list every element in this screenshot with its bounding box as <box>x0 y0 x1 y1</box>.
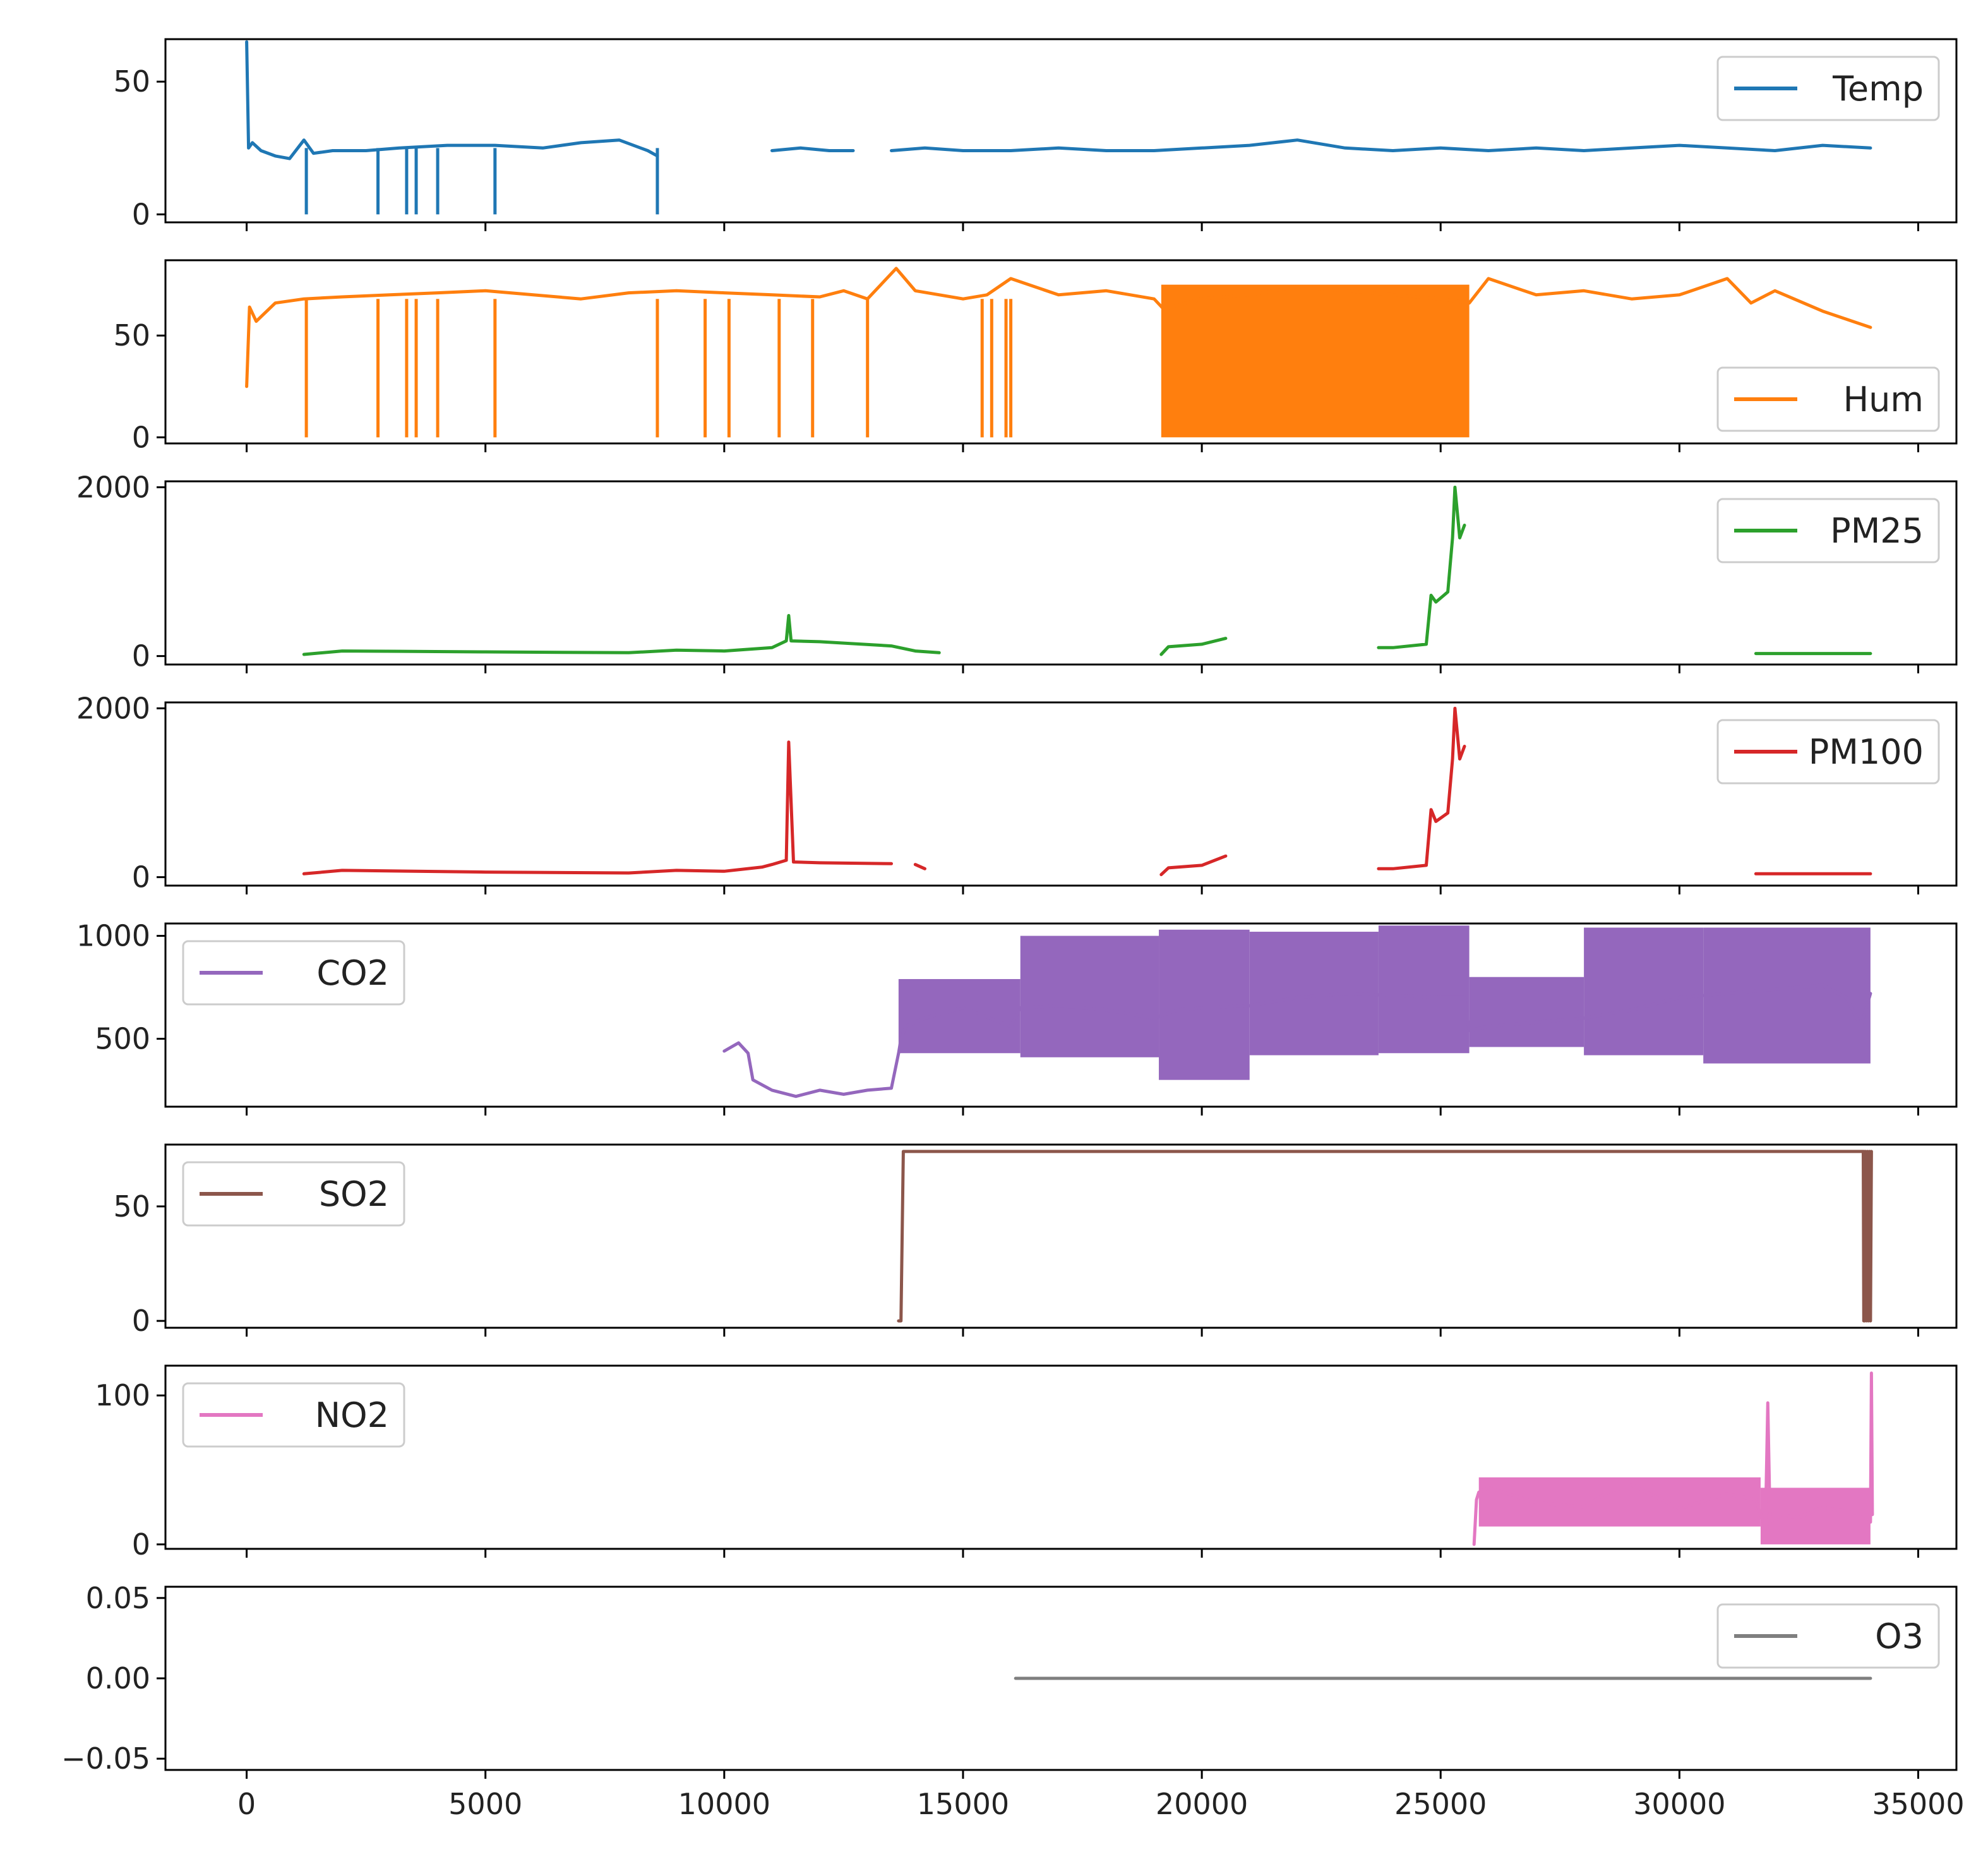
legend-label: CO2 <box>316 953 389 993</box>
legend-box <box>1716 498 1940 563</box>
co2-dense-band-2 <box>1159 929 1250 1080</box>
panel-frame-no2 <box>164 1364 1958 1550</box>
legend-box <box>182 1161 405 1227</box>
legend-box <box>1716 1603 1940 1669</box>
panel-no2: 0 100 NO2 <box>95 1364 1958 1561</box>
so2-line-segment-0 <box>897 1150 1873 1323</box>
plot-area-co2 <box>722 925 1872 1098</box>
pm100-line-segment-2 <box>1159 854 1228 877</box>
panel-frame-temp <box>164 38 1958 224</box>
panel-so2: 0 50 SO2 <box>113 1143 1958 1338</box>
co2-line-segment-0 <box>722 1006 1022 1098</box>
co2-dense-band-6 <box>1584 927 1704 1056</box>
legend-box <box>182 1382 405 1448</box>
legend-box <box>1716 366 1940 432</box>
panel-frame-co2 <box>164 922 1958 1108</box>
co2-line-segment-1 <box>1019 984 1872 1032</box>
plot-area-pm25 <box>302 485 1872 656</box>
legend-label: PM25 <box>1830 511 1924 551</box>
plot-area-no2 <box>1472 1371 1874 1546</box>
no2-y-tick-label: 0 <box>132 1527 150 1561</box>
co2-y-tick-label: 500 <box>95 1021 150 1056</box>
legend-box <box>182 940 405 1006</box>
panel-hum: 0 50 Hum <box>113 259 1958 454</box>
legend-label: SO2 <box>319 1174 389 1214</box>
o3-y-tick-label: 0.05 <box>86 1581 150 1615</box>
legend-o3: O3 <box>1716 1603 1940 1669</box>
panel-frame-so2 <box>164 1143 1958 1329</box>
legend-label: Temp <box>1832 69 1924 109</box>
x-tick-label: 15000 <box>917 1787 1009 1821</box>
pm100-y-tick-label: 0 <box>132 860 150 894</box>
pm25-line-segment-2 <box>1377 485 1466 649</box>
pm100-line-segment-3 <box>1377 706 1466 870</box>
pm100-y-tick-label: 2000 <box>76 691 150 725</box>
plot-area-temp <box>245 40 1872 215</box>
x-tick-label: 0 <box>237 1787 256 1821</box>
legend-co2: CO2 <box>182 940 405 1006</box>
panel-temp: 0 50 Temp <box>113 38 1958 231</box>
hum-y-tick-label: 0 <box>132 420 150 454</box>
legend-box <box>1716 719 1940 785</box>
hum-y-tick-label: 50 <box>113 318 150 352</box>
co2-dense-band-1 <box>1020 936 1159 1057</box>
x-tick-label: 30000 <box>1633 1787 1725 1821</box>
legend-label: O3 <box>1875 1616 1924 1656</box>
o3-y-tick-label: −0.05 <box>61 1742 150 1776</box>
panel-pm100: 0 2000 PM100 <box>76 691 1958 894</box>
x-tick-label: 10000 <box>678 1787 770 1821</box>
legend-pm25: PM25 <box>1716 498 1940 563</box>
hum-line-segment-0 <box>245 267 1872 388</box>
panel-frame-pm25 <box>164 480 1958 666</box>
plot-area-so2 <box>897 1150 1873 1323</box>
pm25-y-tick-label: 0 <box>132 639 150 673</box>
pm25-y-tick-label: 2000 <box>76 470 150 504</box>
hum-dense-band-0 <box>1161 284 1470 438</box>
legend-label: PM100 <box>1809 732 1924 772</box>
panel-frame-hum <box>164 259 1958 445</box>
co2-dense-band-5 <box>1469 977 1584 1047</box>
legend-no2: NO2 <box>182 1382 405 1448</box>
legend-pm100: PM100 <box>1716 719 1940 785</box>
plot-area-pm100 <box>302 706 1872 877</box>
legend-temp: Temp <box>1716 56 1940 121</box>
temp-line-segment-2 <box>890 138 1872 152</box>
plot-area-hum <box>245 267 1872 438</box>
pm100-line-segment-0 <box>302 740 893 875</box>
pm100-line-segment-1 <box>913 863 926 870</box>
x-tick-label: 20000 <box>1156 1787 1248 1821</box>
co2-dense-band-0 <box>898 978 1021 1054</box>
legend-so2: SO2 <box>182 1161 405 1227</box>
co2-dense-band-4 <box>1378 925 1470 1054</box>
temp-y-tick-label: 50 <box>113 64 150 99</box>
co2-y-tick-label: 1000 <box>76 919 150 953</box>
legend-label: NO2 <box>315 1395 389 1435</box>
pm25-line-segment-0 <box>302 614 941 656</box>
pm25-line-segment-1 <box>1159 637 1228 656</box>
temp-line-segment-1 <box>770 146 855 152</box>
panel-pm25: 0 2000 PM25 <box>76 470 1958 673</box>
x-tick-label: 5000 <box>448 1787 522 1821</box>
legend-label: Hum <box>1843 380 1924 419</box>
no2-y-tick-label: 100 <box>95 1378 150 1412</box>
legend-box <box>1716 56 1940 121</box>
no2-line-segment-0 <box>1472 1371 1874 1546</box>
x-tick-label: 35000 <box>1872 1787 1964 1821</box>
legend-hum: Hum <box>1716 366 1940 432</box>
o3-y-tick-label: 0.00 <box>86 1661 150 1695</box>
so2-y-tick-label: 50 <box>113 1189 150 1224</box>
no2-dense-band-0 <box>1478 1477 1761 1527</box>
panel-frame-pm100 <box>164 701 1958 887</box>
so2-y-tick-label: 0 <box>132 1304 150 1338</box>
temp-line-segment-0 <box>245 40 659 160</box>
x-tick-label: 25000 <box>1394 1787 1487 1821</box>
panel-o3: −0.05 0.00 0.05 0 5000 10000 15000 20000 25000 30… <box>61 1581 1965 1821</box>
temp-y-tick-label: 0 <box>132 197 150 231</box>
panel-co2: 500 1000 CO2 <box>76 919 1958 1116</box>
